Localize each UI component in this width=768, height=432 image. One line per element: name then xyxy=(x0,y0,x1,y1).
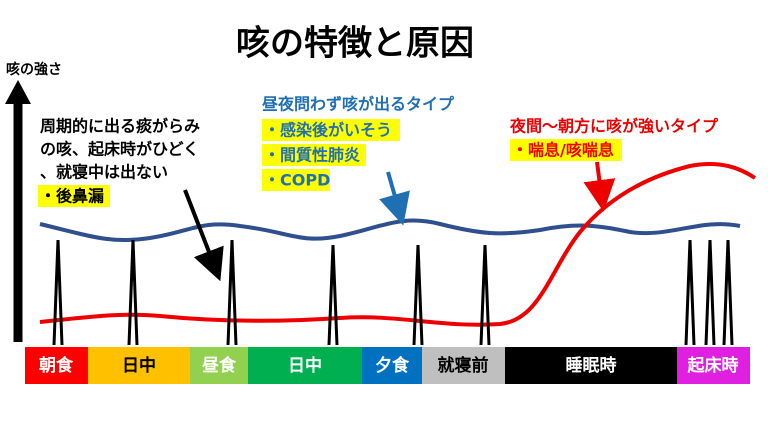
timeline-label: 昼食 xyxy=(202,355,237,376)
cause-item: ・間質性肺炎 xyxy=(264,146,360,165)
night-cough-curve xyxy=(39,161,757,327)
spike xyxy=(52,239,64,346)
all-day-cough-curve xyxy=(39,218,741,242)
arrow xyxy=(583,161,616,212)
y-axis-label: 咳の強さ xyxy=(6,61,62,78)
timeline: 朝食 日中 昼食 日中 夕食 就寝前 睡眠時 起床時 xyxy=(25,347,750,384)
spike xyxy=(226,239,238,346)
timeline-segment xyxy=(422,347,505,384)
spike xyxy=(479,244,491,346)
timeline-label: 起床時 xyxy=(687,355,739,376)
periodic-spikes xyxy=(52,239,734,346)
highlight xyxy=(262,169,330,191)
timeline-segment xyxy=(362,347,422,384)
spike xyxy=(684,239,696,346)
spike xyxy=(722,239,734,346)
timeline-label: 就寝前 xyxy=(438,355,489,376)
timeline-segment xyxy=(248,347,362,384)
timeline-segment xyxy=(88,347,190,384)
spike xyxy=(327,244,339,346)
timeline-segment xyxy=(190,347,248,384)
cause-item: ・感染後がいそう xyxy=(264,121,392,140)
timeline-segment xyxy=(677,347,750,384)
timeline-label: 朝食 xyxy=(39,355,74,376)
title: 咳の特徴と原因 xyxy=(236,24,474,64)
annotation-line: 、就寝中は出ない xyxy=(40,163,168,182)
annotation-line: の咳、起床時がひどく xyxy=(40,140,199,159)
spike xyxy=(704,239,716,346)
highlight xyxy=(262,119,400,141)
annotation-line: 周期的に出る痰がらみ xyxy=(40,117,200,136)
highlight xyxy=(38,185,110,207)
highlight xyxy=(510,139,622,161)
highlight xyxy=(262,144,366,166)
cause-item: ・喘息/咳喘息 xyxy=(512,141,614,160)
spike xyxy=(127,239,139,346)
cause-item: ・後鼻漏 xyxy=(40,187,104,206)
timeline-label: 睡眠時 xyxy=(566,355,617,376)
annotation-heading: 夜間〜朝方に咳が強いタイプ xyxy=(509,117,719,136)
timeline-label: 日中 xyxy=(122,355,156,376)
cause-item: ・COPD xyxy=(264,171,330,190)
y-axis-arrowhead xyxy=(5,80,31,104)
arrow xyxy=(183,189,224,282)
timeline-label: 夕食 xyxy=(375,355,410,376)
timeline-label: 日中 xyxy=(288,355,322,376)
arrow xyxy=(379,171,410,226)
spike xyxy=(412,244,424,346)
annotation-heading: 昼夜問わず咳が出るタイプ xyxy=(261,95,455,114)
timeline-segment xyxy=(505,347,677,384)
timeline-segment xyxy=(25,347,88,384)
